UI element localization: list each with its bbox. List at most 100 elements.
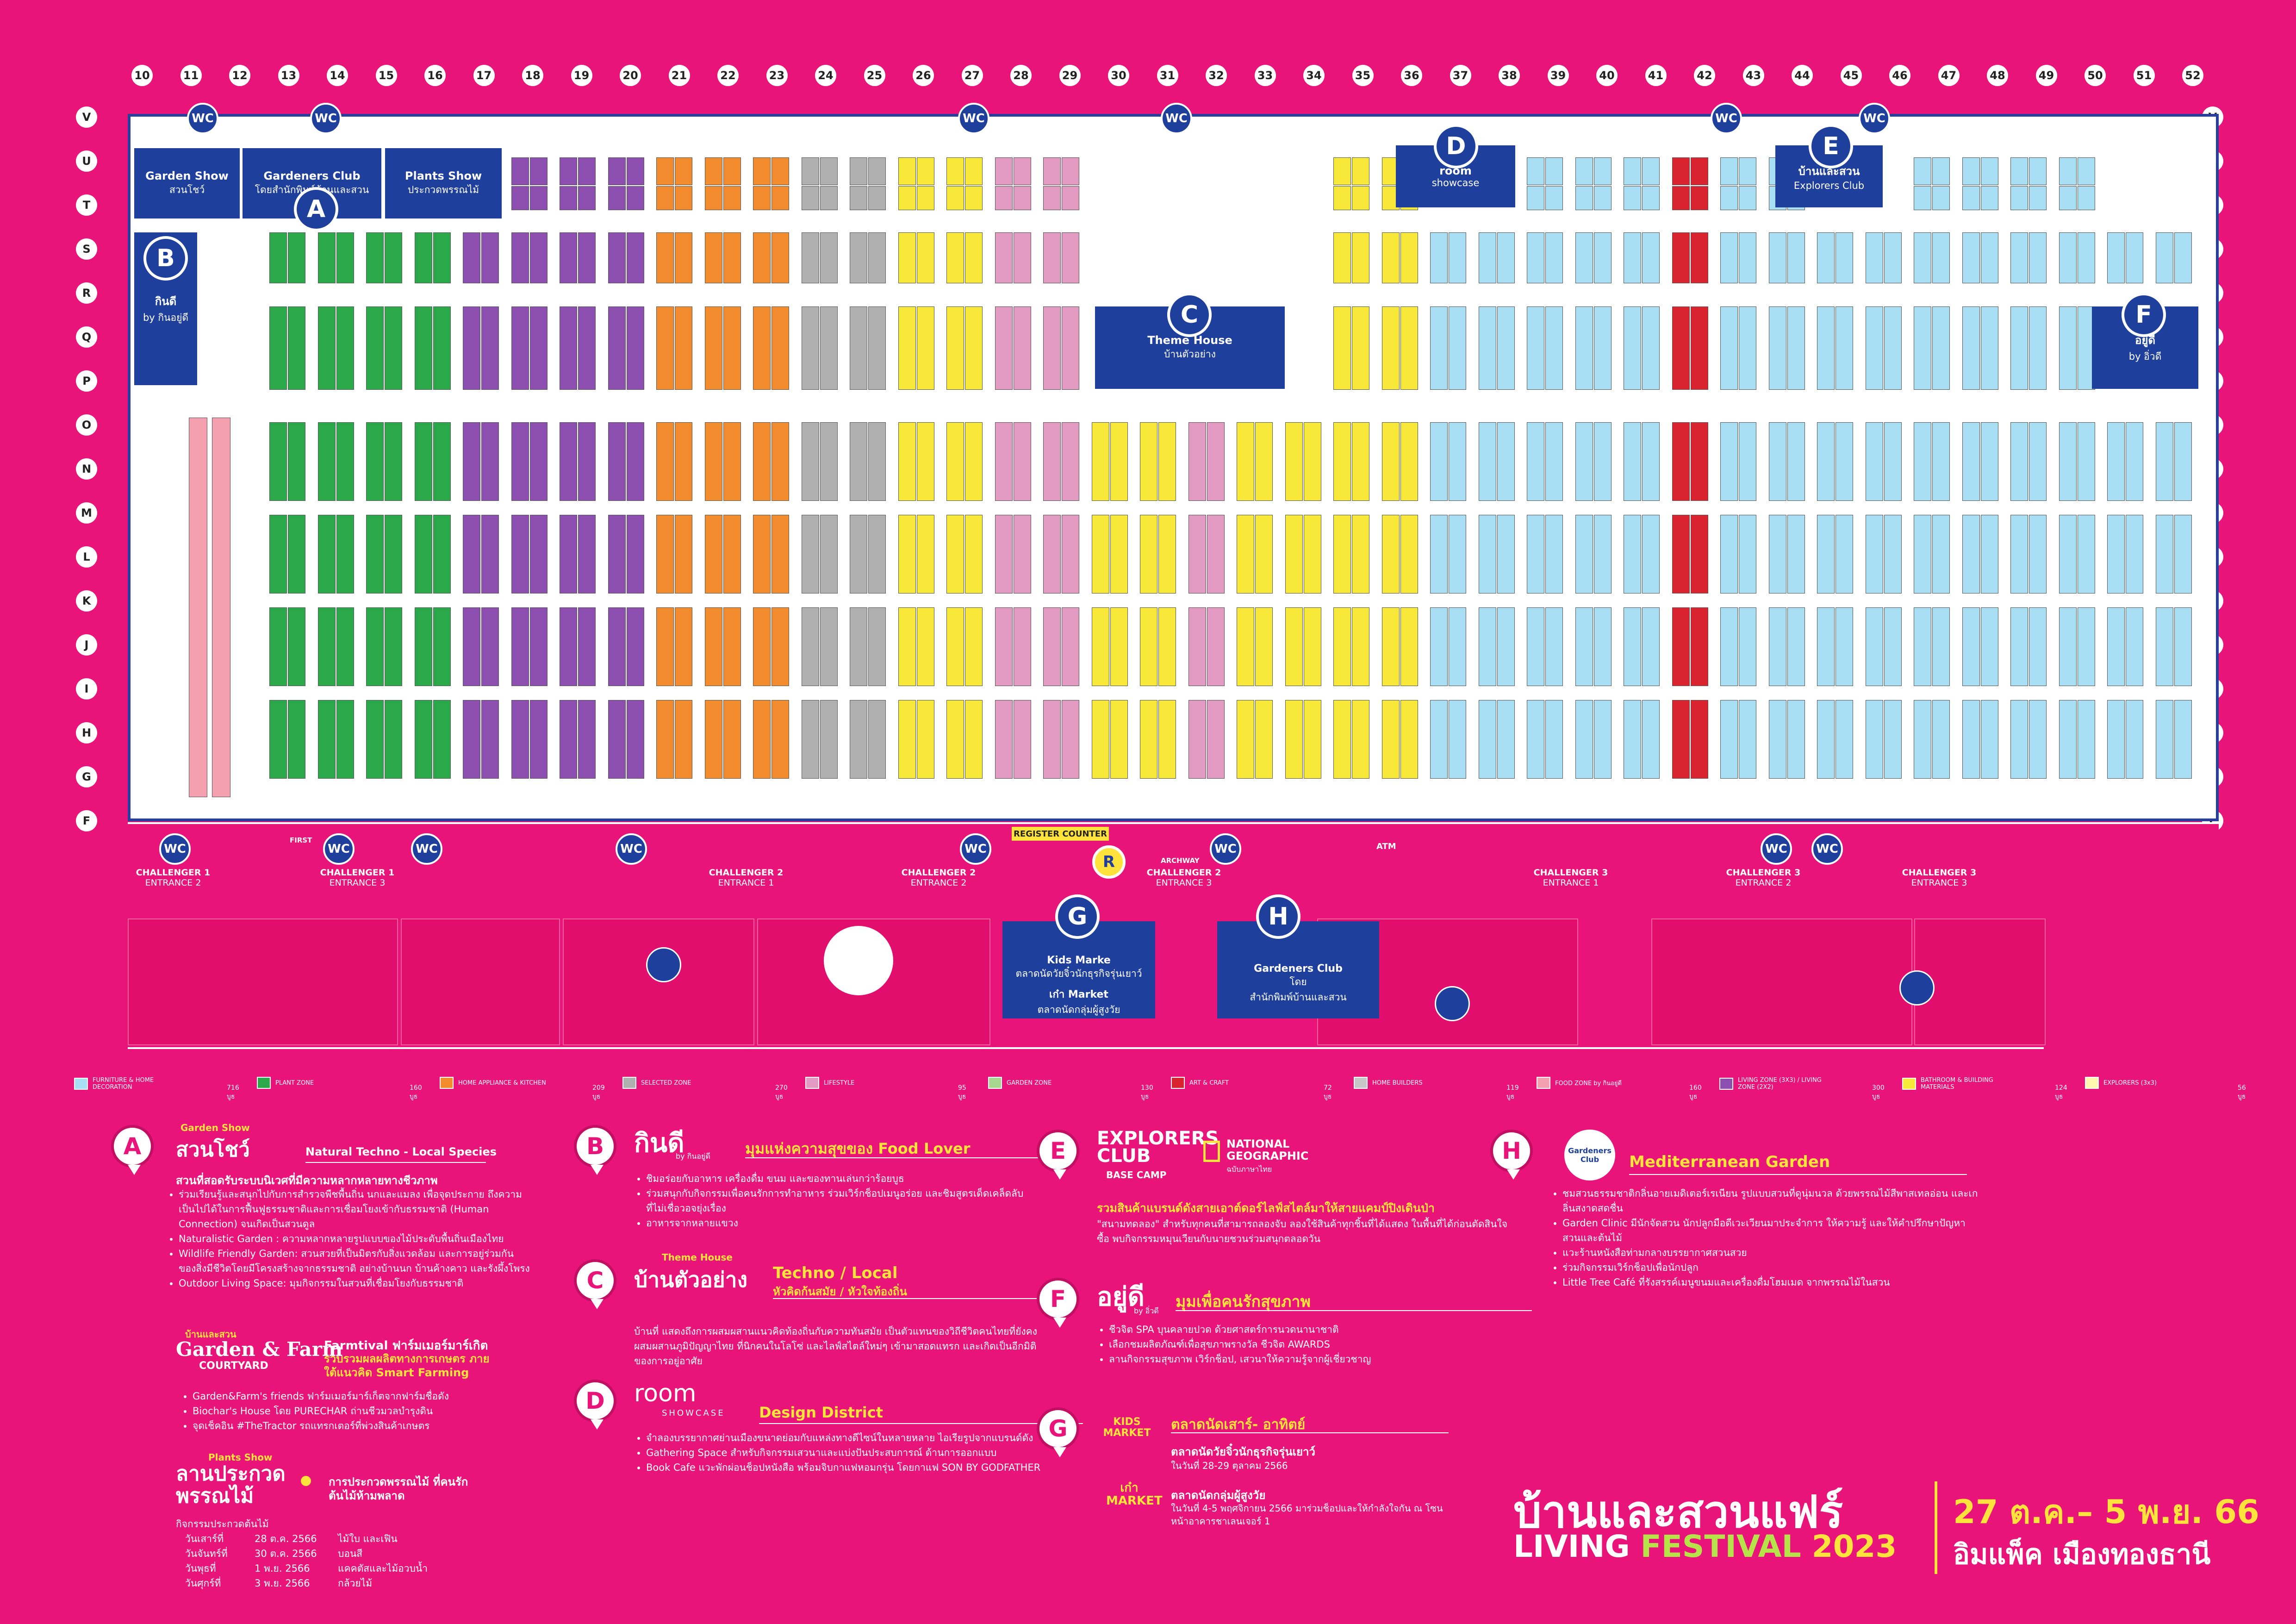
- booth-block[interactable]: [1884, 306, 1902, 390]
- booth-block[interactable]: [1768, 232, 1786, 283]
- pin-h[interactable]: H: [1256, 894, 1300, 939]
- booth-block[interactable]: [1642, 515, 1660, 593]
- booth-block[interactable]: [560, 422, 577, 501]
- booth-block[interactable]: [1497, 515, 1515, 593]
- booth-block[interactable]: [1062, 157, 1079, 185]
- booth-block[interactable]: [414, 422, 432, 501]
- booth-block[interactable]: [2010, 232, 2028, 283]
- booth-block[interactable]: [433, 515, 451, 593]
- booth-block[interactable]: [269, 607, 287, 686]
- booth-block[interactable]: [2174, 232, 2192, 283]
- booth-block[interactable]: [898, 157, 916, 185]
- booth-block[interactable]: [1062, 700, 1079, 779]
- booth-block[interactable]: [1013, 232, 1031, 283]
- booth-block[interactable]: [753, 186, 771, 210]
- booth-block[interactable]: [1962, 306, 1980, 390]
- booth-block[interactable]: [753, 306, 771, 390]
- booth-block[interactable]: [1739, 306, 1756, 390]
- booth-block[interactable]: [2155, 607, 2173, 686]
- booth-block[interactable]: [1381, 422, 1400, 501]
- booth-block[interactable]: [898, 700, 916, 779]
- booth-block[interactable]: [481, 515, 499, 593]
- booth-block[interactable]: [269, 306, 287, 390]
- booth-block[interactable]: [578, 157, 596, 185]
- booth-block[interactable]: [1593, 422, 1612, 501]
- booth-block[interactable]: [850, 157, 867, 185]
- booth-block[interactable]: [288, 306, 305, 390]
- booth-block[interactable]: [1672, 232, 1690, 283]
- booth-block[interactable]: [995, 157, 1013, 185]
- booth-block[interactable]: [995, 186, 1013, 210]
- booth-block[interactable]: [704, 306, 722, 390]
- booth-block[interactable]: [626, 700, 644, 779]
- booth-block[interactable]: [2029, 186, 2047, 210]
- booth-block[interactable]: [2029, 700, 2047, 779]
- booth-block[interactable]: [1062, 232, 1079, 283]
- booth-block[interactable]: [1478, 607, 1496, 686]
- booth-block[interactable]: [1430, 700, 1448, 779]
- booth-block[interactable]: [1787, 700, 1805, 779]
- booth-block[interactable]: [772, 306, 789, 390]
- booth-block[interactable]: [1739, 700, 1756, 779]
- pin-g[interactable]: G: [1055, 894, 1100, 939]
- booth-block[interactable]: [269, 700, 287, 779]
- booth-block[interactable]: [801, 232, 819, 283]
- booth-block[interactable]: [1449, 607, 1466, 686]
- booth-block[interactable]: [1449, 306, 1466, 390]
- booth-block[interactable]: [433, 700, 451, 779]
- booth-block[interactable]: [723, 607, 741, 686]
- entrance-label[interactable]: CHALLENGER 2 ENTRANCE 2: [869, 868, 1008, 888]
- booth-block[interactable]: [916, 232, 934, 283]
- booth-block[interactable]: [675, 700, 692, 779]
- booth-block[interactable]: [1817, 607, 1835, 686]
- booth-block[interactable]: [1352, 422, 1369, 501]
- booth-block[interactable]: [2010, 515, 2028, 593]
- booth-block[interactable]: [1642, 186, 1660, 210]
- booth-block[interactable]: [1914, 186, 1931, 210]
- booth-block[interactable]: [1158, 607, 1176, 686]
- booth-block[interactable]: [850, 306, 867, 390]
- booth-block[interactable]: [1672, 422, 1690, 501]
- booth-block[interactable]: [1980, 515, 1998, 593]
- register-counter[interactable]: REGISTER COUNTER: [1012, 827, 1109, 841]
- booth-block[interactable]: [1787, 515, 1805, 593]
- booth-block[interactable]: [1914, 157, 1931, 185]
- booth-block[interactable]: [1400, 607, 1418, 686]
- booth-block[interactable]: [1527, 607, 1544, 686]
- booth-block[interactable]: [1400, 700, 1418, 779]
- booth-block[interactable]: [529, 186, 548, 210]
- booth-block[interactable]: [560, 232, 577, 283]
- booth-block[interactable]: [529, 607, 548, 686]
- booth-block[interactable]: [1381, 700, 1400, 779]
- booth-block[interactable]: [946, 306, 964, 390]
- booth-block[interactable]: [1285, 515, 1303, 593]
- booth-block[interactable]: [336, 700, 354, 779]
- booth-block[interactable]: [1962, 157, 1980, 185]
- booth-block[interactable]: [317, 232, 336, 283]
- booth-block[interactable]: [608, 186, 626, 210]
- booth-block[interactable]: [850, 700, 867, 779]
- booth-block[interactable]: [385, 422, 402, 501]
- booth-block[interactable]: [608, 306, 626, 390]
- booth-block[interactable]: [1980, 422, 1998, 501]
- booth-block[interactable]: [801, 186, 819, 210]
- booth-block[interactable]: [317, 700, 336, 779]
- pin-e[interactable]: E: [1809, 124, 1853, 169]
- booth-block[interactable]: [385, 515, 402, 593]
- booth-block[interactable]: [1188, 607, 1206, 686]
- booth-block[interactable]: [898, 422, 916, 501]
- booth-block[interactable]: [1158, 515, 1176, 593]
- booth-block[interactable]: [1914, 306, 1931, 390]
- booth-block[interactable]: [1672, 700, 1690, 779]
- booth-block[interactable]: [1430, 607, 1448, 686]
- booth-block[interactable]: [995, 232, 1013, 283]
- booth-block[interactable]: [366, 700, 384, 779]
- booth-block[interactable]: [1624, 157, 1641, 185]
- booth-block[interactable]: [1593, 306, 1612, 390]
- booth-block[interactable]: [1836, 700, 1853, 779]
- booth-block[interactable]: [1478, 700, 1496, 779]
- booth-block[interactable]: [1593, 700, 1612, 779]
- booth-block[interactable]: [916, 515, 934, 593]
- booth-block[interactable]: [1043, 306, 1061, 390]
- booth-block[interactable]: [1865, 515, 1883, 593]
